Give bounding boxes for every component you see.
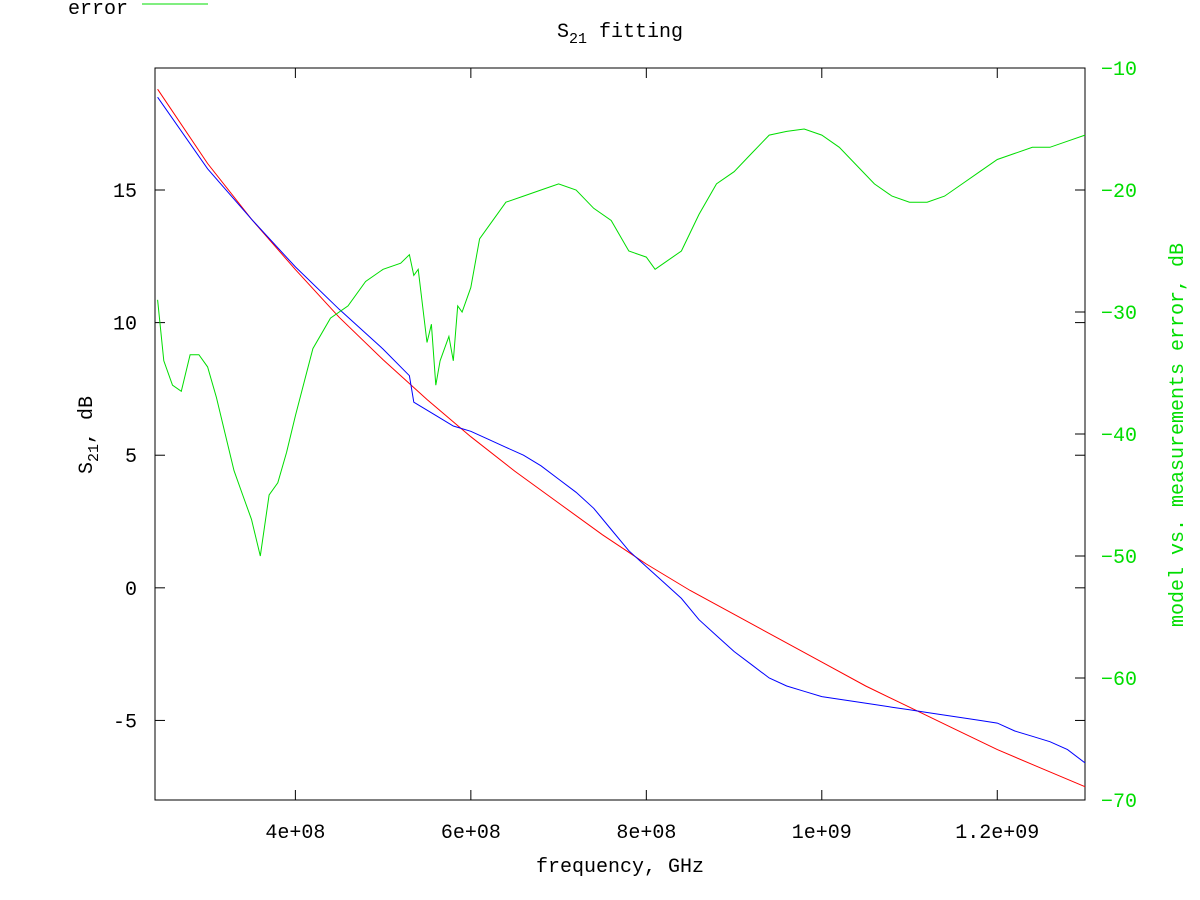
- y-axis-right-label: model vs. measurements error, dB: [1167, 243, 1190, 627]
- legend-label-error: error: [68, 0, 128, 21]
- y-axis-left-label: S21, dB: [76, 396, 103, 474]
- x-axis-ticks: 4e+08 6e+08 8e+08 1e+09 1.2e+09: [265, 68, 1039, 845]
- y-right-tick-label: −60: [1101, 669, 1137, 692]
- chart-title-main: S: [557, 21, 569, 44]
- chart-title-subscript: 21: [569, 31, 587, 48]
- series-line-error: [157, 128, 1086, 557]
- x-tick-label: 1e+09: [792, 822, 852, 845]
- plot-area-frame: [154, 67, 1086, 801]
- y-axis-left-label-rest: , dB: [76, 396, 99, 444]
- x-tick-label: 6e+08: [441, 822, 501, 845]
- y-left-tick-label: -5: [113, 711, 137, 734]
- y-right-tick-label: −20: [1101, 181, 1137, 204]
- y-right-tick-label: −30: [1101, 303, 1137, 326]
- x-tick-label: 4e+08: [265, 822, 325, 845]
- x-tick-label: 8e+08: [616, 822, 676, 845]
- y-right-tick-label: −70: [1101, 791, 1137, 814]
- y-axis-left-label-subscript: 21: [86, 444, 103, 462]
- y-axis-left-label-main: S: [76, 462, 99, 474]
- x-axis-label: frequency, GHz: [536, 856, 704, 879]
- y-axis-right-ticks: −10 −20 −30 −40 −50 −60 −70: [1075, 59, 1137, 814]
- y-right-tick-label: −50: [1101, 547, 1137, 570]
- x-tick-label: 1.2e+09: [955, 822, 1039, 845]
- y-left-tick-label: 15: [113, 181, 137, 204]
- chart-title: S21 fitting: [557, 21, 683, 48]
- y-right-tick-label: −10: [1101, 59, 1137, 82]
- series-line-measurement: [157, 96, 1086, 764]
- y-axis-left-ticks: 15 10 5 0 -5: [113, 181, 1085, 734]
- y-left-tick-label: 0: [125, 579, 137, 602]
- legend: error: [68, 0, 208, 21]
- y-right-tick-label: −40: [1101, 425, 1137, 448]
- y-left-tick-label: 10: [113, 314, 137, 337]
- y-left-tick-label: 5: [125, 446, 137, 469]
- series-line-model: [157, 88, 1086, 788]
- chart-title-rest: fitting: [587, 21, 683, 44]
- series-layer: [157, 88, 1086, 788]
